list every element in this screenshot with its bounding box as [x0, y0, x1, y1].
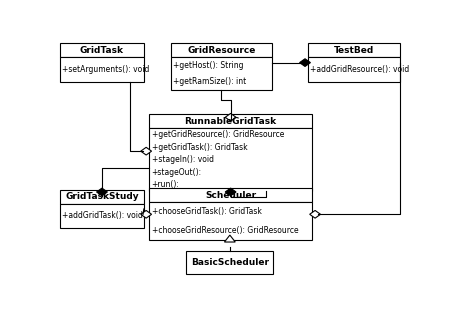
- Text: +addGridTask(): void: +addGridTask(): void: [63, 211, 143, 220]
- Text: GridTaskStudy: GridTaskStudy: [65, 192, 139, 201]
- Text: +getGridResource(): GridResource: +getGridResource(): GridResource: [152, 130, 284, 139]
- Polygon shape: [300, 59, 310, 66]
- Text: +getRamSize(): int: +getRamSize(): int: [173, 77, 247, 86]
- Bar: [171, 43, 272, 57]
- Bar: [60, 43, 144, 57]
- Text: BasicScheduler: BasicScheduler: [191, 258, 269, 267]
- Text: +stageOut():: +stageOut():: [152, 168, 202, 177]
- Bar: [149, 202, 312, 241]
- Text: +setArguments(): void: +setArguments(): void: [63, 65, 150, 74]
- Bar: [60, 204, 144, 228]
- Bar: [60, 190, 144, 204]
- Bar: [149, 114, 312, 128]
- Polygon shape: [225, 188, 236, 196]
- Text: Scheduler: Scheduler: [205, 191, 256, 200]
- Bar: [308, 57, 400, 82]
- Text: RunnableGridTask: RunnableGridTask: [184, 117, 277, 126]
- Text: GridResource: GridResource: [187, 46, 256, 55]
- Polygon shape: [141, 147, 152, 155]
- Text: +getGridTask(): GridTask: +getGridTask(): GridTask: [152, 143, 247, 152]
- Bar: [60, 57, 144, 82]
- Bar: [308, 43, 400, 57]
- Polygon shape: [141, 210, 152, 218]
- Text: TestBed: TestBed: [334, 46, 374, 55]
- Text: +chooseGridTask(): GridTask: +chooseGridTask(): GridTask: [152, 207, 261, 216]
- Bar: [149, 128, 312, 191]
- Text: +getHost(): String: +getHost(): String: [173, 61, 244, 70]
- Text: +run():: +run():: [152, 180, 180, 189]
- Text: GridTask: GridTask: [80, 46, 124, 55]
- Bar: [186, 251, 273, 274]
- Bar: [149, 188, 312, 202]
- Bar: [171, 57, 272, 90]
- Polygon shape: [225, 235, 235, 242]
- Polygon shape: [225, 113, 236, 121]
- Text: +chooseGridResource(): GridResource: +chooseGridResource(): GridResource: [152, 226, 298, 235]
- Text: +addGridResource(): void: +addGridResource(): void: [310, 65, 410, 74]
- Polygon shape: [310, 210, 320, 218]
- Text: +stageIn(): void: +stageIn(): void: [152, 155, 214, 164]
- Polygon shape: [97, 188, 108, 196]
